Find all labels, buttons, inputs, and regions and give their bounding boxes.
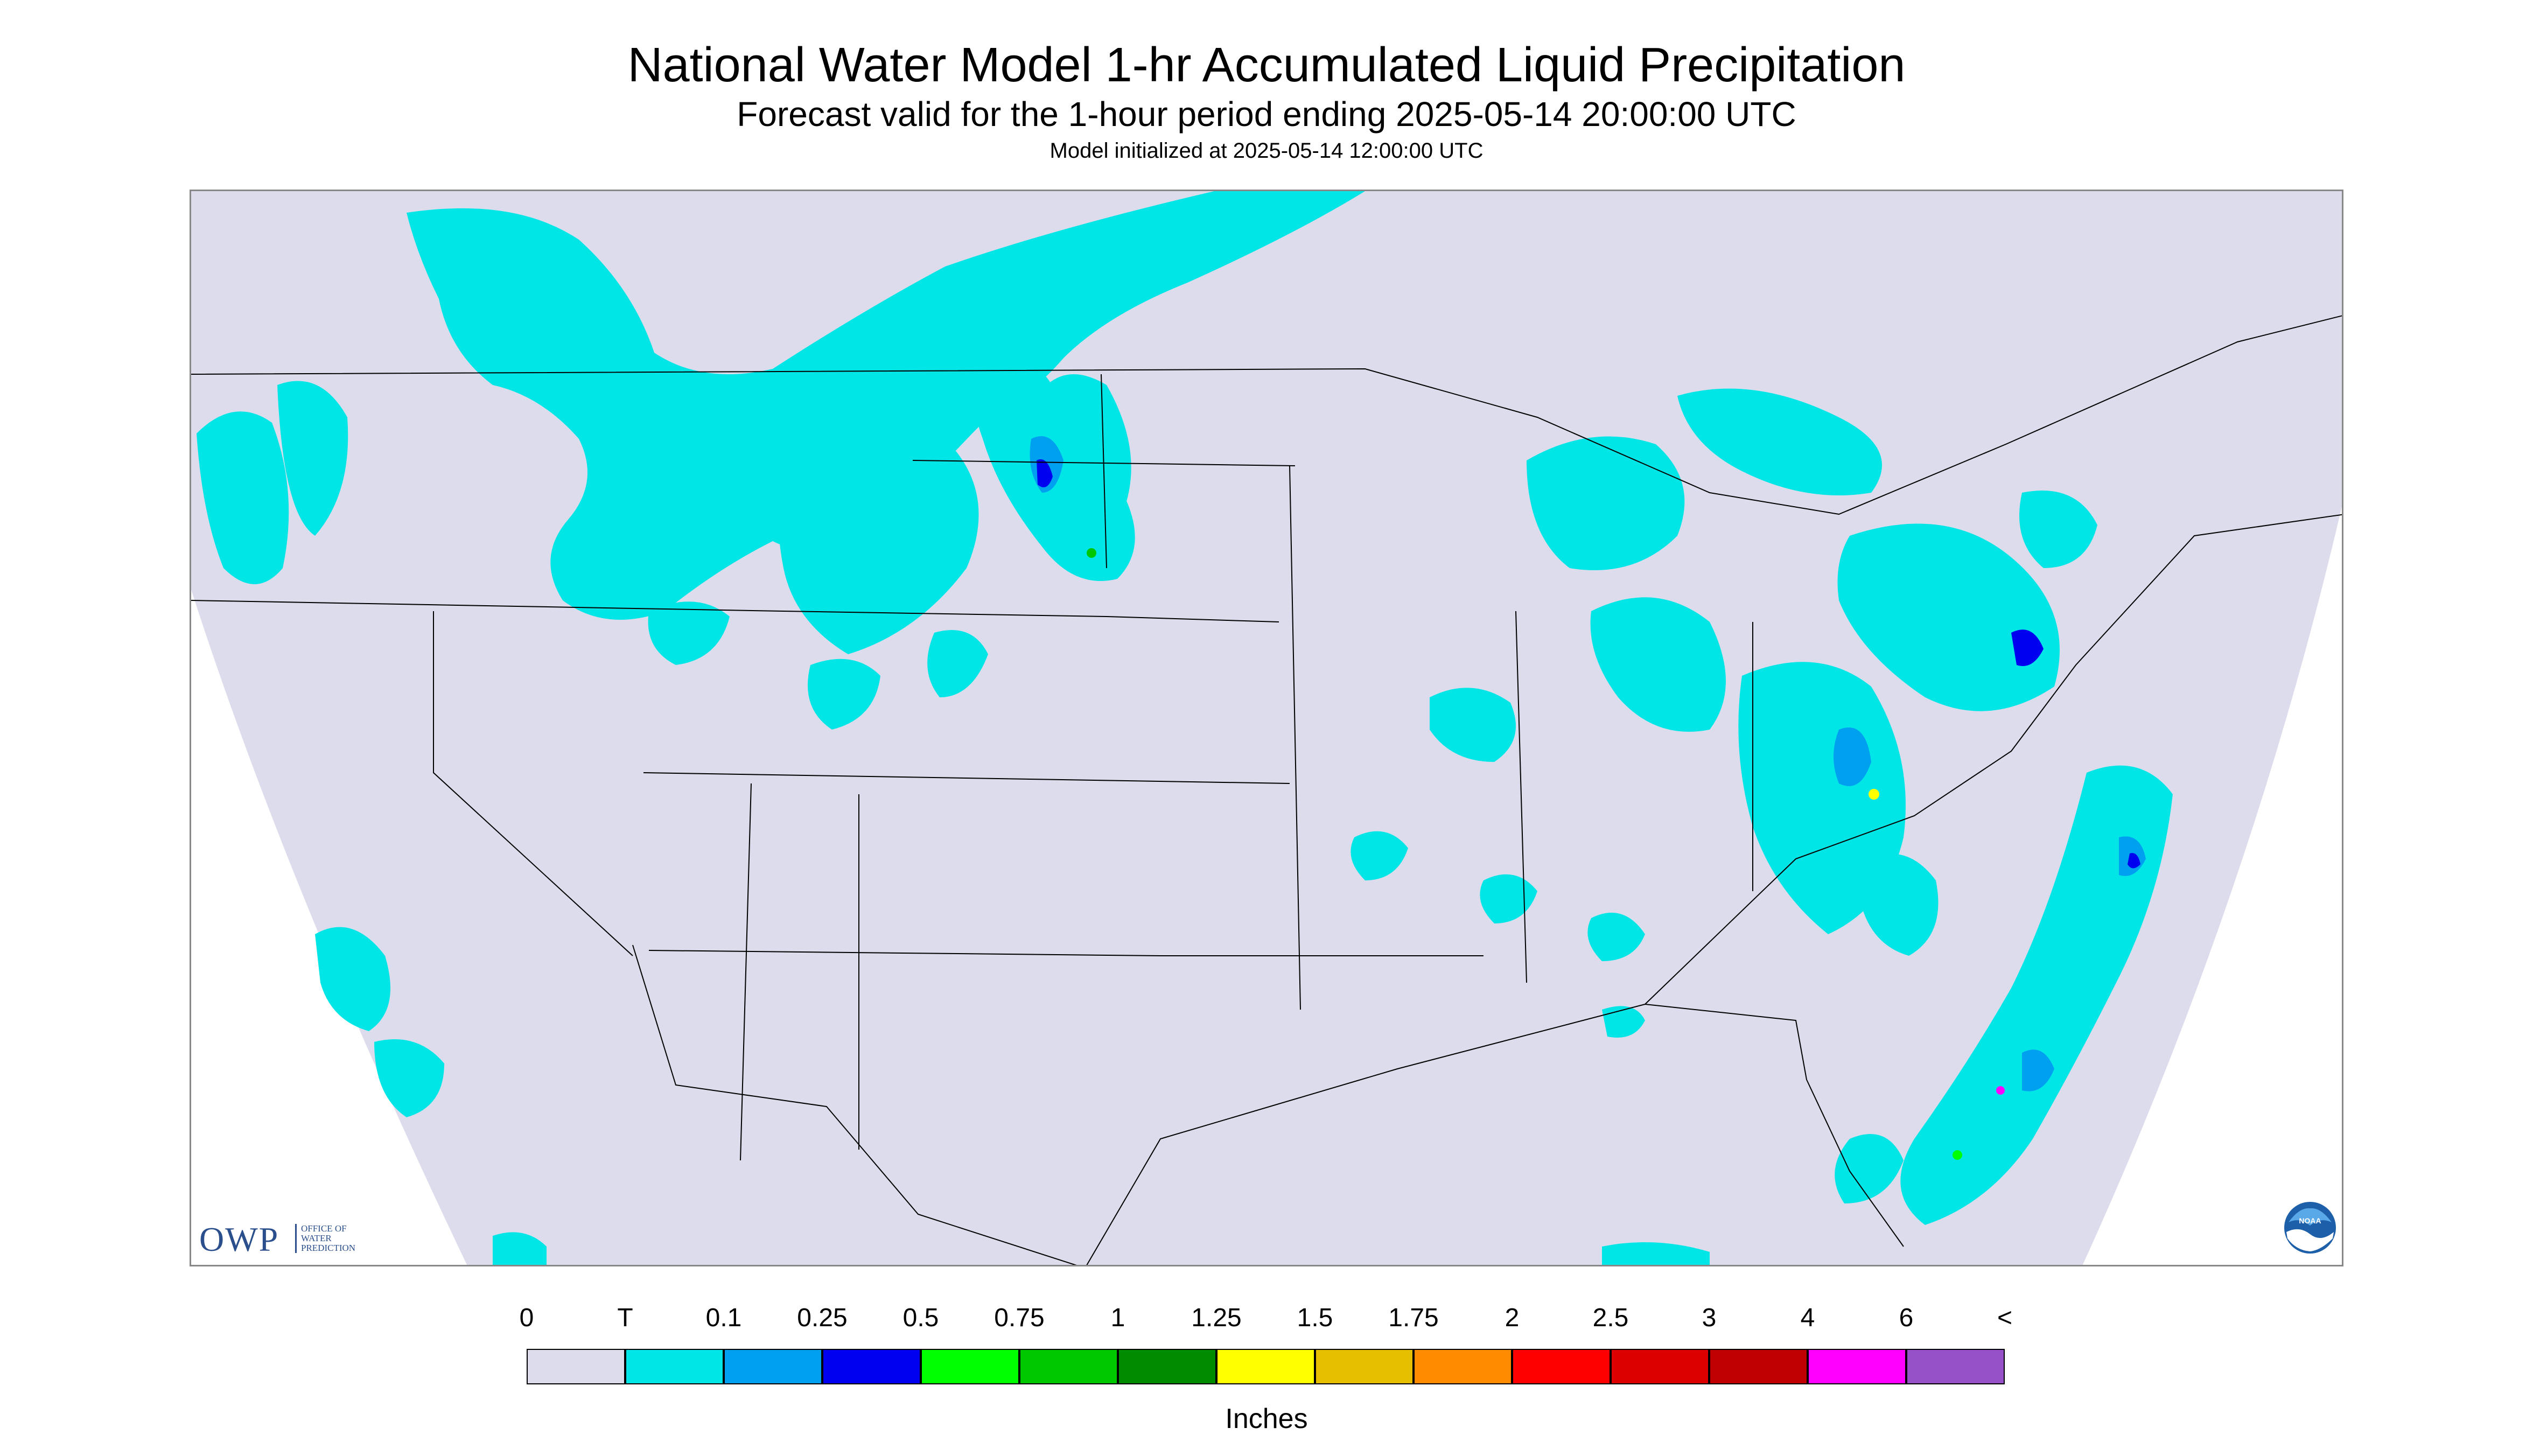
legend-color-box (1611, 1349, 1709, 1384)
precip-intense (1087, 548, 2005, 1160)
map-title: National Water Model 1-hr Accumulated Li… (627, 38, 1906, 92)
legend-tick-label: 0 (519, 1304, 534, 1332)
legend-tick-label: 6 (1899, 1304, 1914, 1332)
owp-logo-line-1: OFFICE OF (301, 1223, 347, 1234)
legend-tick-label: 4 (1800, 1304, 1815, 1332)
precip-trace (197, 191, 2173, 1265)
precip-heavy (1037, 459, 2140, 869)
legend-color-box (625, 1349, 724, 1384)
owp-logo-subtext: OFFICE OF WATER PREDICTION (295, 1224, 355, 1253)
owp-logo-text: OWP (199, 1220, 279, 1258)
legend-color-box (1512, 1349, 1611, 1384)
legend-tick-label: 3 (1702, 1304, 1717, 1332)
legend-color-box (921, 1349, 1019, 1384)
legend-tick-label: 2.5 (1592, 1304, 1629, 1332)
map-canvas (191, 191, 2342, 1265)
legend-units: Inches (1225, 1403, 1308, 1434)
noaa-emblem: NOAA (2284, 1202, 2336, 1254)
owp-logo: OWP OFFICE OF WATER PREDICTION (199, 1220, 355, 1263)
legend-color-box (1019, 1349, 1118, 1384)
legend-color-box (724, 1349, 822, 1384)
legend-tick-label: 1.25 (1191, 1304, 1242, 1332)
legend-color-box (1315, 1349, 1414, 1384)
owp-logo-line-2: WATER (301, 1233, 332, 1243)
legend-color-box (1118, 1349, 1216, 1384)
legend-tick-label: 0.1 (705, 1304, 742, 1332)
legend-tick-label: 0.75 (994, 1304, 1045, 1332)
legend-tick-label: < (1997, 1304, 2013, 1332)
legend-color-box (1709, 1349, 1808, 1384)
boundaries (191, 315, 2342, 1265)
legend-tick-label: 2 (1505, 1304, 1520, 1332)
legend-color-box (1906, 1349, 2005, 1384)
legend-tick-label: 1.5 (1297, 1304, 1333, 1332)
legend-color-box (527, 1349, 625, 1384)
legend-tick-label: 1.75 (1388, 1304, 1439, 1332)
forecast-valid-subtitle: Forecast valid for the 1-hour period end… (737, 95, 1796, 134)
precipitation-map (190, 190, 2343, 1266)
legend-color-box (1808, 1349, 1906, 1384)
legend-tick-label: T (617, 1304, 633, 1332)
legend-tick-label: 0.5 (902, 1304, 939, 1332)
noaa-logo: NOAA (2283, 1201, 2337, 1257)
model-init-note: Model initialized at 2025-05-14 12:00:00… (1049, 139, 1484, 163)
legend-tick-label: 1 (1110, 1304, 1125, 1332)
legend-tick-label: 0.25 (797, 1304, 848, 1332)
legend-color-box (1216, 1349, 1315, 1384)
noaa-logo-text: NOAA (2299, 1216, 2321, 1225)
legend-color-box (822, 1349, 921, 1384)
owp-logo-line-3: PREDICTION (301, 1243, 356, 1253)
legend-color-box (1414, 1349, 1512, 1384)
